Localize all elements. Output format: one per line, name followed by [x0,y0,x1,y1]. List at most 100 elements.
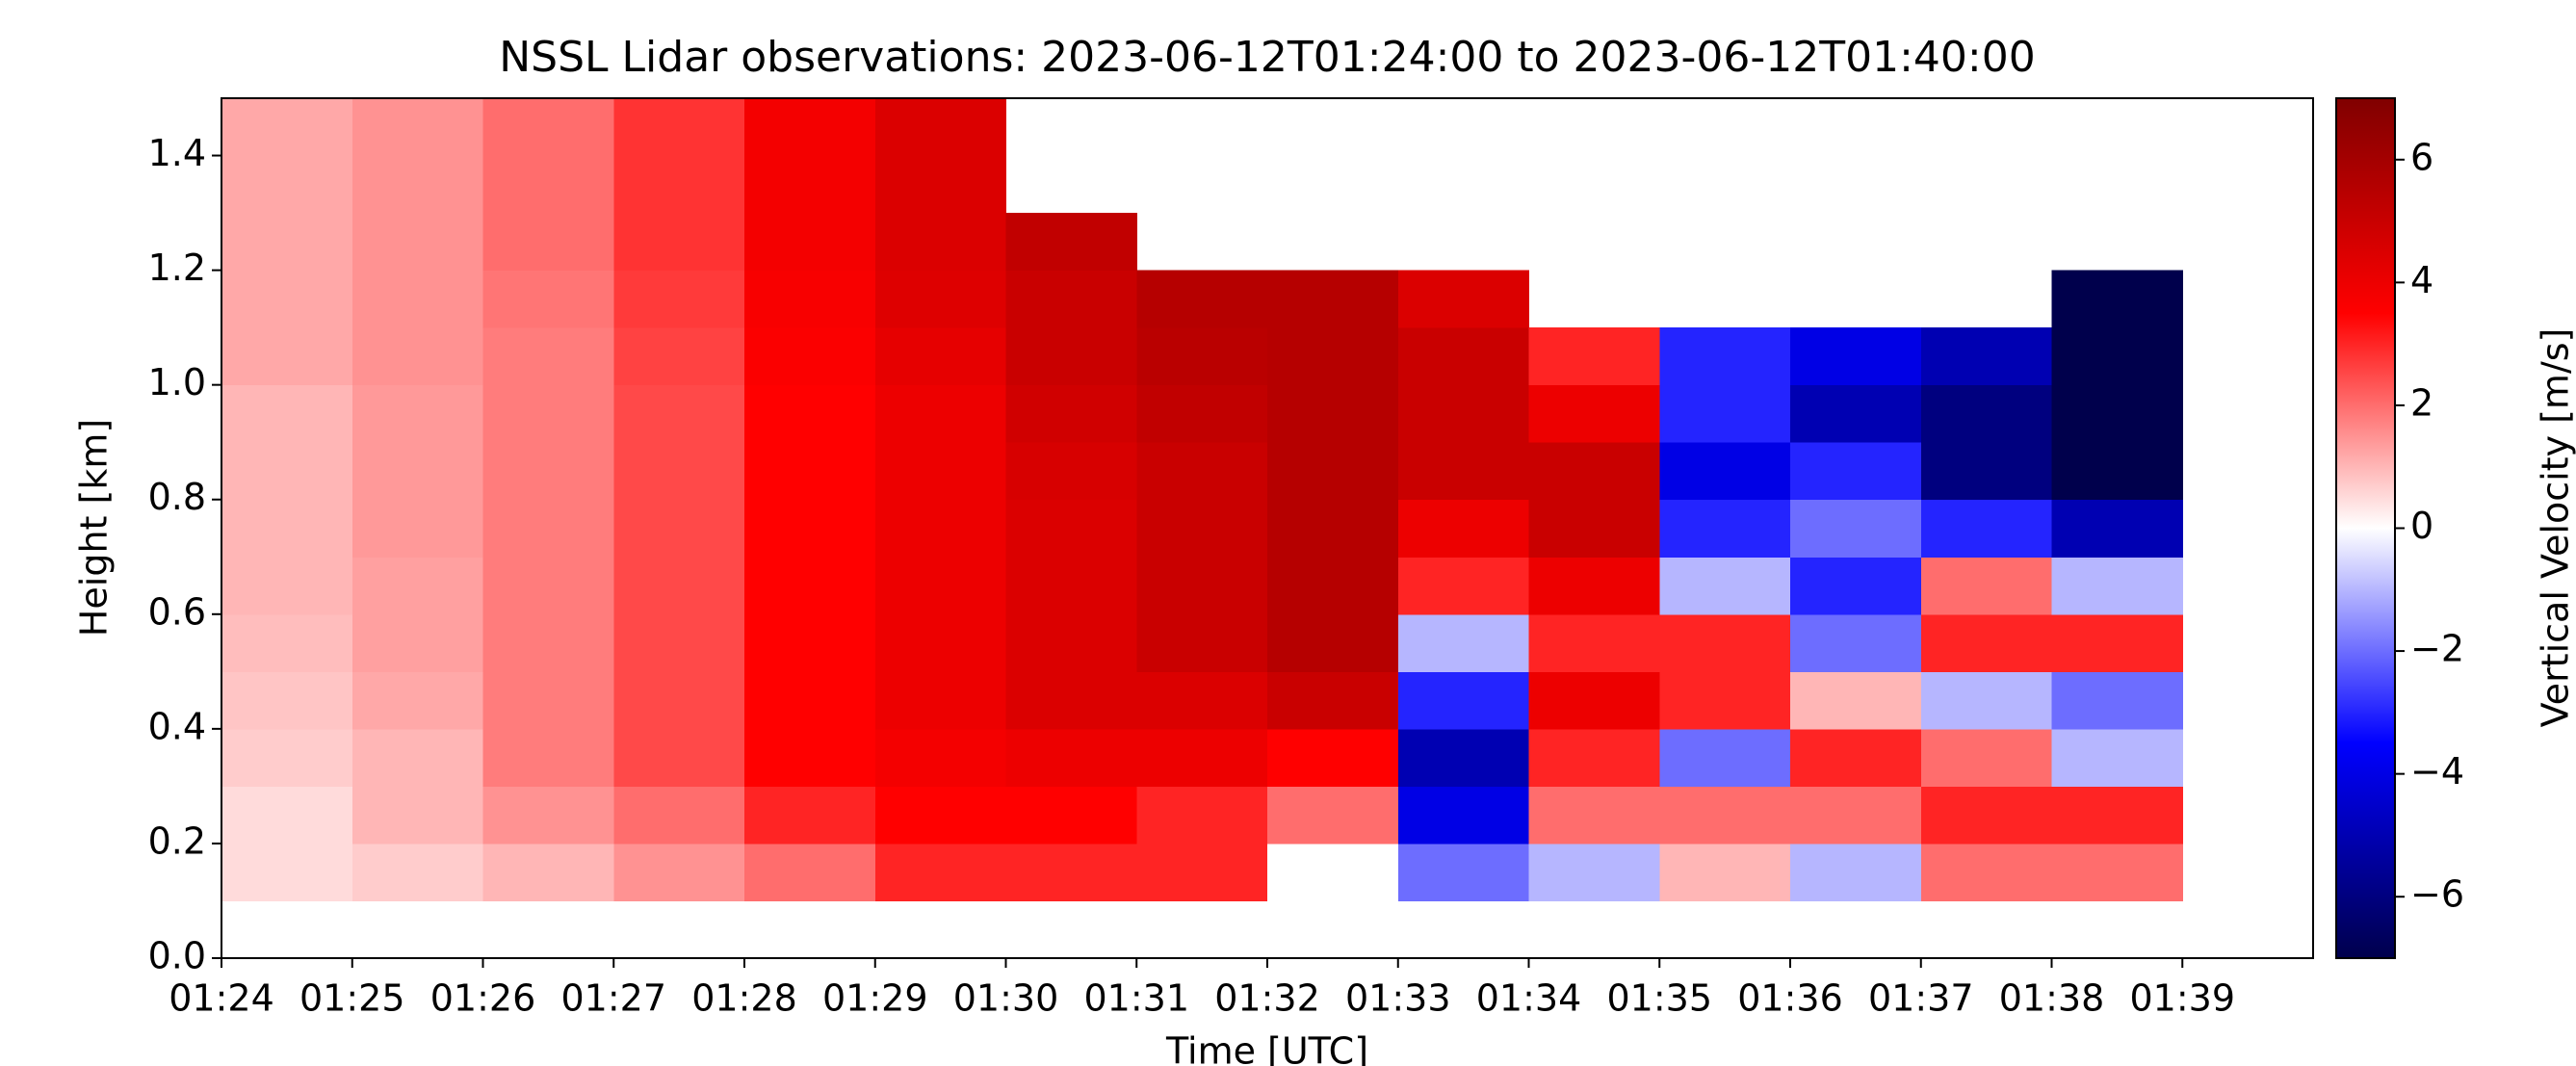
x-tick-label: 01:26 [430,977,536,1020]
x-tick-label: 01:35 [1606,977,1712,1020]
heatmap-cell [1659,499,1791,558]
x-tick-label: 01:27 [560,977,666,1020]
heatmap-cell [1267,671,1399,730]
heatmap-cell [1659,384,1791,443]
heatmap-cell [1136,384,1268,443]
x-tick-label: 01:33 [1345,977,1451,1020]
colorbar-label: Vertical Velocity [m/s] [2535,328,2576,728]
heatmap-cell [1528,384,1660,443]
heatmap-cell [1397,786,1529,845]
colorbar-tick-label: 6 [2410,136,2433,178]
x-tick-label: 01:34 [1476,977,1582,1020]
heatmap-cell [1005,728,1137,787]
heatmap-cell [613,384,745,443]
heatmap-cell [1528,728,1660,787]
heatmap-cell [874,613,1006,672]
heatmap-cell [613,671,745,730]
x-tick-label: 01:28 [691,977,797,1020]
heatmap-cell [1920,786,2052,845]
heatmap-cell [482,213,614,272]
heatmap-cell [221,384,353,443]
heatmap-cell [2051,384,2183,443]
heatmap-cell [744,213,876,272]
heatmap-cell [1659,442,1791,501]
heatmap-cell [1790,499,1922,558]
heatmap-cell [221,728,353,787]
heatmap-cell [1005,671,1137,730]
colorbar [2335,97,2396,959]
heatmap-cell [1790,613,1922,672]
x-tick-label: 01:38 [1999,977,2105,1020]
heatmap-cell [351,786,483,845]
heatmap-cell [1267,613,1399,672]
heatmap-cell [482,786,614,845]
heatmap-cell [1920,671,2052,730]
heatmap-cell [1528,442,1660,501]
heatmap-cell [613,613,745,672]
heatmap-cell [1659,613,1791,672]
y-tick-label: 1.4 [148,132,206,174]
heatmap-cell [874,728,1006,787]
heatmap-cell [1790,786,1922,845]
x-tick-label: 01:32 [1214,977,1320,1020]
heatmap-cell [351,499,483,558]
y-tick-label: 0.2 [148,819,206,862]
heatmap-cell [221,557,353,615]
heatmap-cell [351,384,483,443]
heatmap-cell [2051,613,2183,672]
heatmap-cell [1267,786,1399,845]
heatmap-cell [613,213,745,272]
x-tick-label: 01:29 [822,977,928,1020]
y-tick-label: 0.0 [148,935,206,977]
heatmap-cell [351,843,483,901]
y-axis-label: Height [km] [73,419,116,637]
heatmap-cell [221,270,353,328]
heatmap-cell [874,327,1006,386]
heatmap-cell [1005,384,1137,443]
heatmap-cell [351,213,483,272]
heatmap-cell [613,499,745,558]
heatmap-cell [482,270,614,328]
heatmap-cell [744,786,876,845]
heatmap-cell [874,499,1006,558]
x-tick-label: 01:36 [1737,977,1843,1020]
x-tick-label: 01:31 [1083,977,1189,1020]
heatmap-cell [744,384,876,443]
heatmap-cell [1136,843,1268,901]
heatmap-cell [874,671,1006,730]
x-axis-label: Time [UTC] [1165,1030,1368,1066]
heatmap-cell [1920,327,2052,386]
heatmap-cell [1136,728,1268,787]
y-tick-label: 0.6 [148,590,206,633]
colorbar-tick-label: 0 [2410,505,2433,547]
heatmap-cell [221,155,353,214]
heatmap-cell [1528,843,1660,901]
heatmap-cell [874,786,1006,845]
heatmap-cell [221,499,353,558]
heatmap-cell [482,843,614,901]
heatmap-cell [1136,613,1268,672]
heatmap-cell [613,843,745,901]
heatmap-cell [351,613,483,672]
colorbar-tick-label: −6 [2410,873,2464,916]
heatmap-cell [1397,728,1529,787]
heatmap-cell [1790,442,1922,501]
chart-title: NSSL Lidar observations: 2023-06-12T01:2… [499,33,2035,82]
heatmap-cell [1790,728,1922,787]
heatmap-cell [613,155,745,214]
heatmap-cell [1136,671,1268,730]
heatmap-cell [1397,557,1529,615]
heatmap-cell [1528,499,1660,558]
heatmap-cell [482,671,614,730]
heatmap-cell [1267,384,1399,443]
heatmap-cell [221,327,353,386]
y-tick-label: 1.2 [148,247,206,289]
heatmap-cell [482,442,614,501]
heatmap-cell [1397,499,1529,558]
heatmap-cell [2051,442,2183,501]
heatmap-cell [744,671,876,730]
heatmap-cell [1659,557,1791,615]
heatmap-cell [1920,499,2052,558]
heatmap-cell [221,442,353,501]
